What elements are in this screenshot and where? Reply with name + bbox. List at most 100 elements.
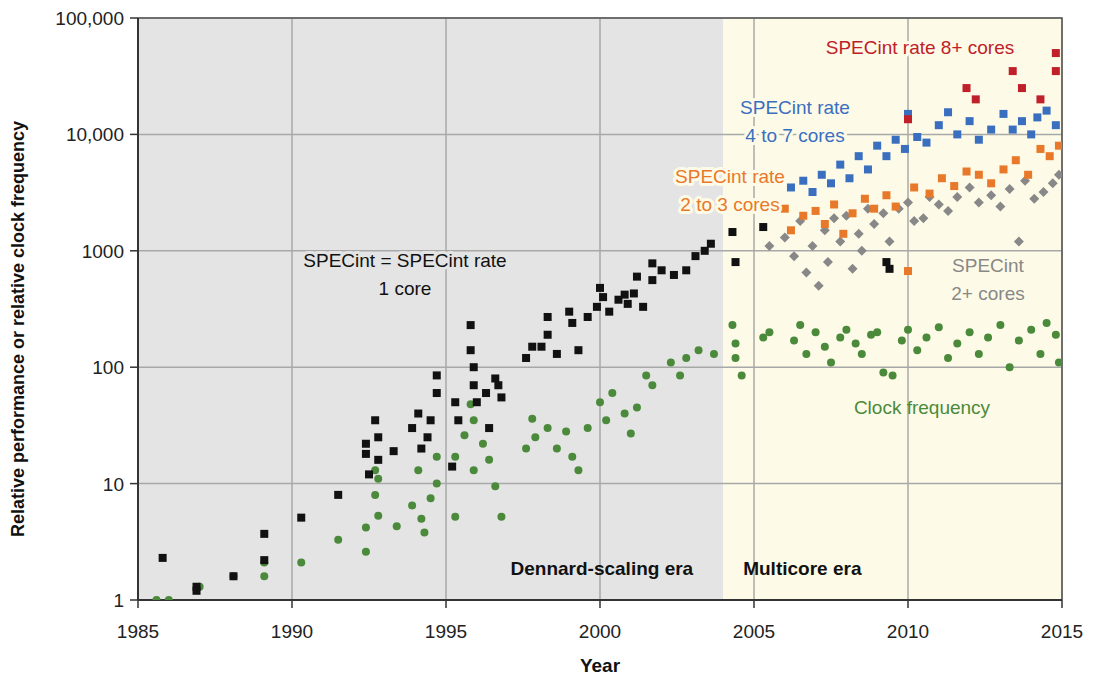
point [935,121,943,129]
point [950,182,958,190]
point [522,445,530,453]
point [889,371,897,379]
point [829,213,839,223]
point [999,110,1007,118]
point [801,268,811,278]
point [966,117,974,125]
point [878,208,888,218]
point [639,303,647,311]
point [365,470,373,478]
point [574,466,582,474]
point [848,264,858,274]
point [996,321,1004,329]
point [1005,184,1015,194]
point [260,556,268,564]
point [494,381,502,389]
point [568,453,576,461]
point [479,440,487,448]
point [297,514,305,522]
point [707,240,715,248]
grid-line [138,483,1062,485]
tick [1061,600,1063,608]
tick-label: 10 [103,474,124,495]
point [963,84,971,92]
point [849,209,857,217]
point [975,136,983,144]
point [1009,126,1017,134]
point [759,333,767,341]
point [473,398,481,406]
point [648,259,656,267]
point [764,241,774,251]
point [1052,121,1060,129]
series-label: Clock frequency [854,397,991,418]
point [882,152,890,160]
point [870,205,878,213]
point [193,587,201,595]
y-axis [137,18,139,600]
point [1036,95,1044,103]
point [497,513,505,521]
point [943,206,953,216]
point [926,190,934,198]
point [593,303,601,311]
point [944,354,952,362]
point [427,494,435,502]
point [827,179,835,187]
point [676,371,684,379]
tick [130,366,138,368]
point [648,276,656,284]
point [1006,363,1014,371]
point [1027,130,1035,138]
point [362,450,370,458]
point [701,247,709,255]
point [1043,107,1051,115]
marks [152,49,1062,600]
point [528,415,536,423]
label-line: 2 to 3 cores [680,194,779,215]
point [821,343,829,351]
point [869,219,879,229]
point [568,319,576,327]
tick [130,134,138,136]
series [787,107,1060,196]
point [531,433,539,441]
tick [599,600,601,608]
label-line: 2+ cores [951,283,1024,304]
grid-line [445,18,447,600]
tick-label: 10,000 [66,124,124,145]
point [999,165,1007,173]
point [414,466,422,474]
tick-label: 1 [113,590,124,611]
point [814,281,824,291]
tick [753,600,755,608]
point [574,346,582,354]
point [408,501,416,509]
grid-line [907,18,909,600]
region-label: Dennard-scaling era [511,558,694,579]
region-label: Multicore era [743,558,862,579]
point [608,389,616,397]
tick-label: 100 [92,357,124,378]
grid-line [138,250,1062,252]
point [873,328,881,336]
point [934,199,944,209]
point [966,328,974,336]
point [605,308,613,316]
point [553,445,561,453]
point [1052,67,1060,75]
point [424,433,432,441]
point [882,191,890,199]
tick-label: 2015 [1041,621,1083,642]
point [808,241,818,251]
point [885,237,895,247]
point [909,216,919,226]
point [903,197,913,207]
point [1036,350,1044,358]
point [904,267,912,275]
point [1046,152,1054,160]
point [821,220,829,228]
tick [445,600,447,608]
point [728,228,736,236]
series [764,170,1062,291]
